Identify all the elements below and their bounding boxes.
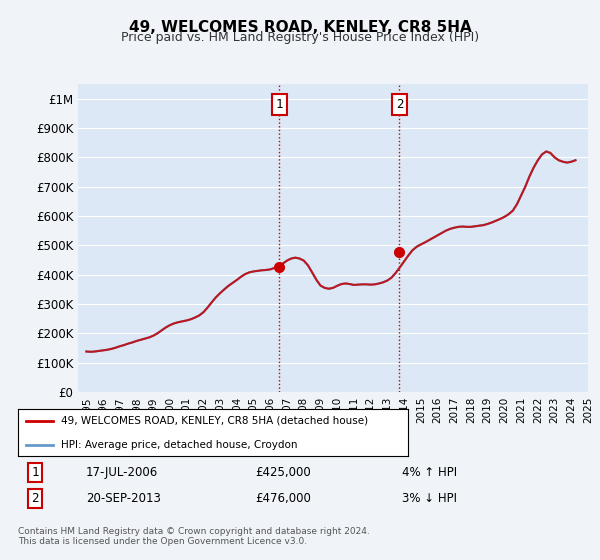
Text: 4% ↑ HPI: 4% ↑ HPI (401, 466, 457, 479)
Text: 1: 1 (275, 98, 283, 111)
Text: £476,000: £476,000 (255, 492, 311, 505)
Text: £425,000: £425,000 (255, 466, 311, 479)
Text: Contains HM Land Registry data © Crown copyright and database right 2024.
This d: Contains HM Land Registry data © Crown c… (18, 527, 370, 547)
Text: 2: 2 (31, 492, 38, 505)
Text: HPI: Average price, detached house, Croydon: HPI: Average price, detached house, Croy… (61, 440, 298, 450)
Text: 2: 2 (395, 98, 403, 111)
Text: Price paid vs. HM Land Registry's House Price Index (HPI): Price paid vs. HM Land Registry's House … (121, 31, 479, 44)
Text: 3% ↓ HPI: 3% ↓ HPI (401, 492, 457, 505)
Text: 20-SEP-2013: 20-SEP-2013 (86, 492, 161, 505)
Text: 49, WELCOMES ROAD, KENLEY, CR8 5HA (detached house): 49, WELCOMES ROAD, KENLEY, CR8 5HA (deta… (61, 416, 368, 426)
Text: 1: 1 (31, 466, 38, 479)
Text: 49, WELCOMES ROAD, KENLEY, CR8 5HA: 49, WELCOMES ROAD, KENLEY, CR8 5HA (128, 20, 472, 35)
Text: 17-JUL-2006: 17-JUL-2006 (86, 466, 158, 479)
